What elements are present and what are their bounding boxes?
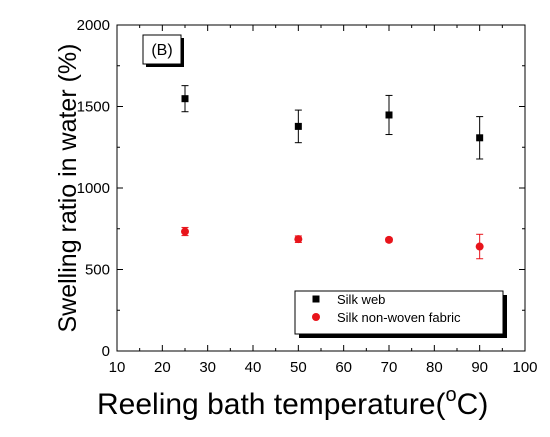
legend-marker-silk-web bbox=[312, 295, 320, 303]
x-axis-title-main: Reeling bath temperature( bbox=[97, 388, 446, 421]
x-tick-label: 70 bbox=[381, 359, 398, 376]
x-tick-label: 90 bbox=[471, 359, 488, 376]
y-tick-label: 1500 bbox=[77, 99, 110, 116]
x-tick-label: 20 bbox=[154, 359, 171, 376]
y-tick-label: 500 bbox=[85, 262, 110, 279]
x-tick-label: 80 bbox=[426, 359, 443, 376]
y-tick-label: 0 bbox=[102, 343, 110, 360]
error-bars bbox=[181, 85, 484, 260]
legend: Silk web Silk non-woven fabric bbox=[294, 290, 507, 338]
legend-box bbox=[294, 290, 504, 335]
x-axis-title-end: C) bbox=[457, 388, 489, 421]
panel-label: (B) bbox=[151, 42, 172, 59]
point-silk-non-woven-fabric bbox=[475, 242, 484, 251]
x-tick-label: 50 bbox=[290, 359, 307, 376]
x-axis-title: Reeling bath temperature(oC) bbox=[97, 384, 488, 421]
x-tick-label: 60 bbox=[335, 359, 352, 376]
point-silk-non-woven-fabric bbox=[181, 227, 189, 236]
point-silk-web bbox=[385, 111, 393, 119]
legend-label-silk-web: Silk web bbox=[337, 292, 385, 307]
x-axis-title-sup: o bbox=[446, 384, 457, 406]
point-silk-non-woven-fabric bbox=[385, 235, 393, 244]
x-tick-label: 30 bbox=[199, 359, 216, 376]
x-tick-label: 100 bbox=[512, 359, 537, 376]
y-tick-label: 2000 bbox=[77, 17, 110, 34]
point-silk-web bbox=[181, 95, 189, 103]
legend-marker-silk-non-woven-fabric bbox=[312, 313, 320, 321]
x-tick-label: 10 bbox=[109, 359, 126, 376]
point-silk-web bbox=[476, 134, 484, 142]
legend-label-silk-non-woven-fabric: Silk non-woven fabric bbox=[337, 310, 461, 325]
plot-frame bbox=[116, 24, 526, 352]
data-points bbox=[181, 95, 484, 251]
y-axis-title: Swelling ratio in water (%) bbox=[54, 44, 82, 333]
panel-label-box bbox=[142, 34, 182, 65]
point-silk-web bbox=[294, 122, 302, 130]
x-tick-label: 40 bbox=[245, 359, 262, 376]
point-silk-non-woven-fabric bbox=[294, 235, 303, 244]
y-tick-label: 1000 bbox=[77, 180, 110, 197]
